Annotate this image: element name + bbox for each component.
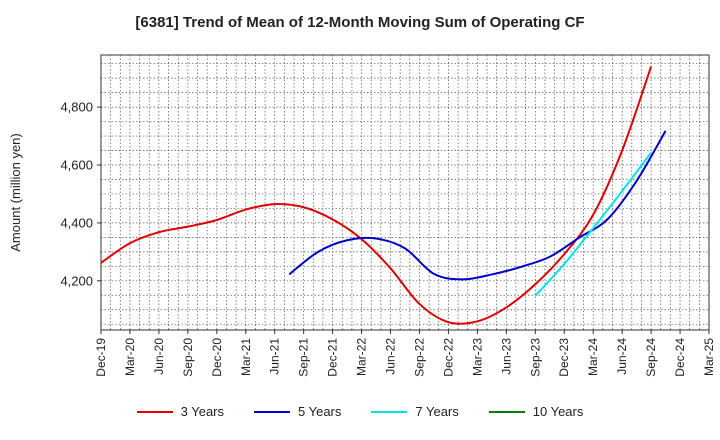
legend-item-7-years: 7 Years (371, 404, 459, 419)
y-tick-label: 4,600 (60, 158, 93, 173)
series-line-5-years (288, 130, 667, 281)
legend-swatch-5-years (254, 410, 290, 413)
y-axis-label: Amount (million yen) (8, 133, 23, 252)
series-line-7-years (534, 151, 652, 297)
x-tick-label: Jun-24 (615, 338, 629, 375)
x-tick-label: Dec-19 (94, 338, 108, 377)
x-tick-label: Sep-23 (528, 338, 542, 377)
legend-label-5-years: 5 Years (298, 404, 342, 419)
legend-item-10-years: 10 Years (488, 404, 584, 419)
y-tick-label: 4,400 (60, 215, 93, 230)
x-tick-label: Mar-21 (239, 338, 253, 376)
legend-label-3-years: 3 Years (180, 404, 224, 419)
chart-title: [6381] Trend of Mean of 12-Month Moving … (135, 14, 585, 31)
x-tick-label: Mar-20 (123, 338, 137, 376)
x-tick-label: Dec-22 (441, 338, 455, 377)
x-tick-label: Mar-23 (470, 338, 484, 376)
legend: 3 Years 5 Years 7 Years 10 Years (0, 404, 720, 419)
x-tick-label: Mar-24 (586, 338, 600, 376)
plot-frame (100, 54, 710, 331)
legend-item-5-years: 5 Years (254, 404, 341, 419)
x-tick-label: Sep-22 (412, 338, 426, 377)
y-tick-label: 4,200 (60, 273, 93, 288)
plot-area (101, 55, 709, 330)
x-tick-label: Sep-24 (644, 338, 658, 377)
y-tick-label: 4,800 (60, 100, 93, 115)
x-tick-label: Mar-25 (702, 338, 716, 376)
x-tick-label: Dec-21 (326, 338, 340, 377)
x-tick-label: Jun-22 (384, 338, 398, 375)
x-tick-label: Jun-20 (152, 338, 166, 375)
legend-label-7-years: 7 Years (415, 404, 459, 419)
x-tick-label: Mar-22 (355, 338, 369, 376)
legend-label-10-years: 10 Years (532, 404, 584, 419)
x-tick-label: Jun-23 (499, 338, 513, 375)
x-tick-label: Dec-24 (673, 338, 687, 377)
legend-swatch-3-years (136, 410, 173, 413)
x-tick-label: Jun-21 (268, 338, 282, 375)
legend-swatch-10-years (488, 410, 525, 413)
legend-swatch-7-years (371, 410, 408, 413)
series-line-3-years (100, 66, 653, 325)
legend-item-3-years: 3 Years (136, 404, 224, 419)
x-tick-label: Sep-20 (181, 338, 195, 377)
x-tick-label: Dec-23 (557, 338, 571, 377)
x-tick-label: Dec-20 (210, 338, 224, 377)
x-tick-label: Sep-21 (297, 338, 311, 377)
